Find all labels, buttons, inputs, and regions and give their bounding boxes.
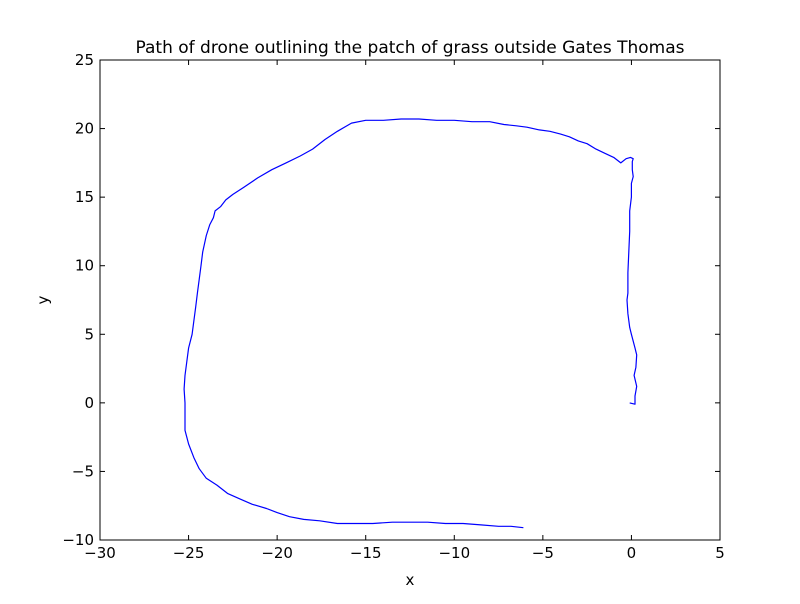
x-tick-label: −20 [261, 544, 293, 562]
x-tick-label: 5 [715, 544, 725, 562]
plot-series [183, 118, 638, 529]
x-tick-label: −5 [532, 544, 554, 562]
x-axis-label: x [406, 571, 415, 589]
x-tick-label: 0 [627, 544, 637, 562]
chart-title: Path of drone outlining the patch of gra… [136, 38, 685, 58]
y-tick-label: 25 [75, 51, 94, 69]
y-tick-label: 20 [75, 120, 94, 138]
x-tick-label: −15 [350, 544, 382, 562]
y-tick-label: 5 [84, 325, 94, 343]
plot-frame [99, 59, 721, 541]
y-tick-label: −5 [72, 462, 94, 480]
x-tick-label: −10 [438, 544, 470, 562]
y-tick-label: −10 [62, 531, 94, 549]
y-tick-label: 10 [75, 257, 94, 275]
y-axis-label: y [34, 295, 52, 304]
axes-area: −30 −25 −20 −15 −10 −5 0 5 −10 −5 0 5 10 15 20 25 [62, 51, 724, 562]
drone-path-line [183, 118, 638, 529]
x-tick-label: −25 [173, 544, 205, 562]
y-tick-label: 0 [84, 394, 94, 412]
x-tick-label: −30 [84, 544, 116, 562]
y-tick-label: 15 [75, 188, 94, 206]
